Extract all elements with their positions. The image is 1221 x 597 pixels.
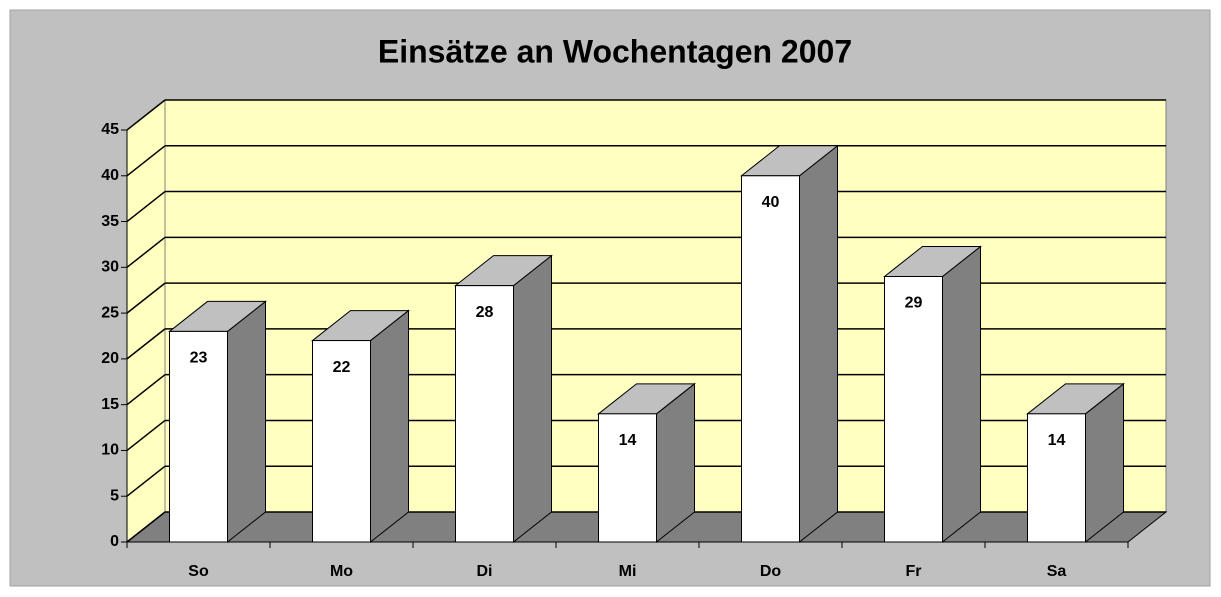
bar-side — [227, 300, 266, 544]
grid-line-side — [126, 236, 166, 268]
grid-line-side — [126, 419, 166, 452]
y-tick-label: 0 — [110, 533, 119, 550]
y-tick-label: 25 — [101, 304, 119, 321]
value-label: 29 — [905, 295, 923, 312]
y-tick-label: 10 — [101, 442, 119, 459]
y-tick-label: 30 — [101, 259, 119, 276]
grid-line-side — [126, 374, 166, 406]
grid-line-side — [126, 328, 166, 360]
grid-line-side — [126, 190, 166, 223]
value-label: 23 — [190, 350, 208, 367]
x-tick-label: Fr — [906, 563, 922, 580]
bar — [741, 175, 800, 543]
y-tick-label: 35 — [101, 213, 119, 230]
grid-line-side — [126, 511, 166, 543]
y-tick-label: 45 — [101, 121, 119, 138]
x-tick-label: Mo — [330, 563, 353, 580]
value-label: 14 — [1048, 432, 1066, 449]
y-tick-label: 40 — [101, 167, 119, 184]
y-tick-label: 20 — [101, 350, 119, 367]
x-tick-label: So — [188, 563, 209, 580]
value-label: 40 — [762, 194, 780, 211]
x-tick-label: Do — [760, 563, 782, 580]
value-label: 14 — [619, 432, 637, 449]
x-tick-label: Di — [477, 563, 493, 580]
bar-side — [370, 309, 409, 544]
value-label: 22 — [333, 359, 351, 376]
bar-side — [942, 245, 981, 544]
chart-title: Einsätze an Wochentagen 2007 — [378, 33, 852, 69]
bar — [1027, 413, 1086, 543]
grid-line-side — [126, 465, 166, 497]
y-tick-label: 15 — [101, 396, 119, 413]
bar-side — [799, 144, 838, 544]
x-tick-label: Sa — [1047, 563, 1067, 580]
bar — [312, 340, 371, 543]
grid-line-side — [126, 99, 166, 131]
bar — [598, 413, 657, 543]
value-label: 28 — [476, 304, 494, 321]
grid-line-side — [126, 282, 166, 314]
side-wall — [126, 98, 166, 544]
bar — [169, 330, 228, 543]
bar — [884, 275, 943, 543]
grid-line-side — [126, 145, 166, 177]
bar-side — [513, 254, 552, 544]
bar — [455, 285, 514, 543]
x-tick-label: Mi — [619, 563, 637, 580]
plot-area: 0 5 10 15 20 25 30 35 40 45 23 So 22 Mo 28 Di 14 Mi 40 Do 29… — [101, 98, 1168, 580]
y-tick-label: 5 — [110, 487, 119, 504]
